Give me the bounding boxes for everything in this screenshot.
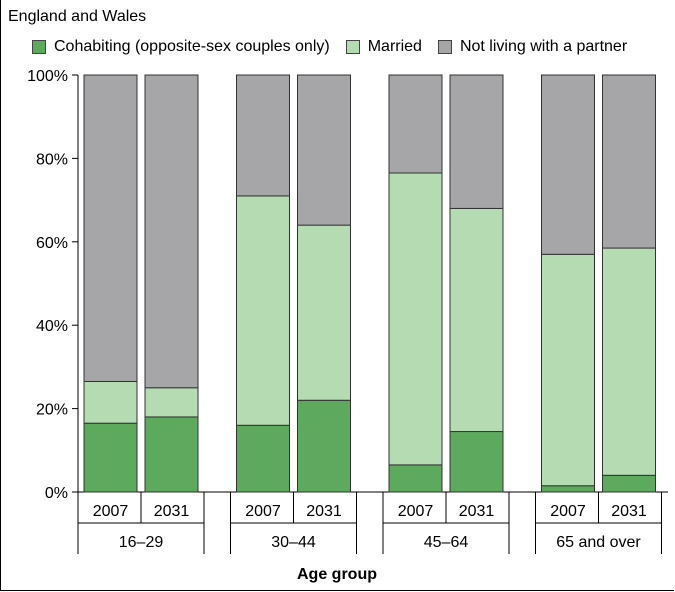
bar-segment <box>388 172 443 466</box>
bar-segment <box>388 464 443 493</box>
bar-segment <box>449 207 504 433</box>
bar-segment <box>83 380 138 424</box>
y-tick-label: 100% <box>27 68 68 85</box>
y-tick-label: 80% <box>36 151 68 168</box>
y-tick-label: 40% <box>36 318 68 335</box>
x-tick-label: 2007 <box>93 503 129 520</box>
x-tick-label: 2031 <box>154 503 190 520</box>
bar-segment <box>297 74 351 226</box>
x-axis-label: Age group <box>297 566 377 583</box>
legend-item-not-partnered: Not living with a partner <box>437 38 628 56</box>
legend: Cohabiting (opposite-sex couples only) M… <box>32 38 627 56</box>
bar-segment <box>236 424 290 493</box>
bar-segment <box>541 74 595 255</box>
bar-segment <box>602 474 656 493</box>
x-tick-label: 2031 <box>611 503 647 520</box>
bar-segment <box>388 74 443 174</box>
bar-segment <box>83 422 138 493</box>
y-tick-label: 0% <box>45 485 68 502</box>
legend-item-married: Married <box>345 38 422 56</box>
bar-segment <box>297 224 351 401</box>
chart-subtitle: England and Wales <box>8 8 147 25</box>
group-label: 30–44 <box>271 534 316 551</box>
y-tick-label: 20% <box>36 402 68 419</box>
x-tick-label: 2031 <box>306 503 342 520</box>
bar-segment <box>144 416 199 493</box>
bar-segment <box>541 253 595 487</box>
bar-segment <box>602 74 656 249</box>
group-label: 16–29 <box>119 534 164 551</box>
bar-segment <box>297 399 351 493</box>
legend-label-not-partnered: Not living with a partner <box>459 38 628 55</box>
legend-swatch-cohabiting <box>32 40 46 54</box>
group-label: 45–64 <box>424 534 469 551</box>
bar-segment <box>236 74 290 197</box>
x-tick-label: 2007 <box>245 503 281 520</box>
y-tick-label: 60% <box>36 235 68 252</box>
bar-segment <box>144 74 199 389</box>
bar-segment <box>144 387 199 418</box>
bar-segment <box>83 74 138 382</box>
x-tick-label: 2007 <box>398 503 434 520</box>
bar-segment <box>236 195 290 426</box>
bar-segment <box>449 431 504 493</box>
x-tick-label: 2007 <box>550 503 586 520</box>
bar-segment <box>541 485 595 493</box>
legend-swatch-not-partnered <box>437 40 452 54</box>
bar-segment <box>602 247 656 476</box>
legend-label-cohabiting: Cohabiting (opposite-sex couples only) <box>54 38 330 55</box>
bar-segment <box>449 74 504 209</box>
legend-item-cohabiting: Cohabiting (opposite-sex couples only) <box>32 38 330 56</box>
group-label: 65 and over <box>556 534 641 551</box>
legend-swatch-married <box>345 40 360 54</box>
legend-label-married: Married <box>367 38 422 55</box>
x-tick-label: 2031 <box>459 503 495 520</box>
